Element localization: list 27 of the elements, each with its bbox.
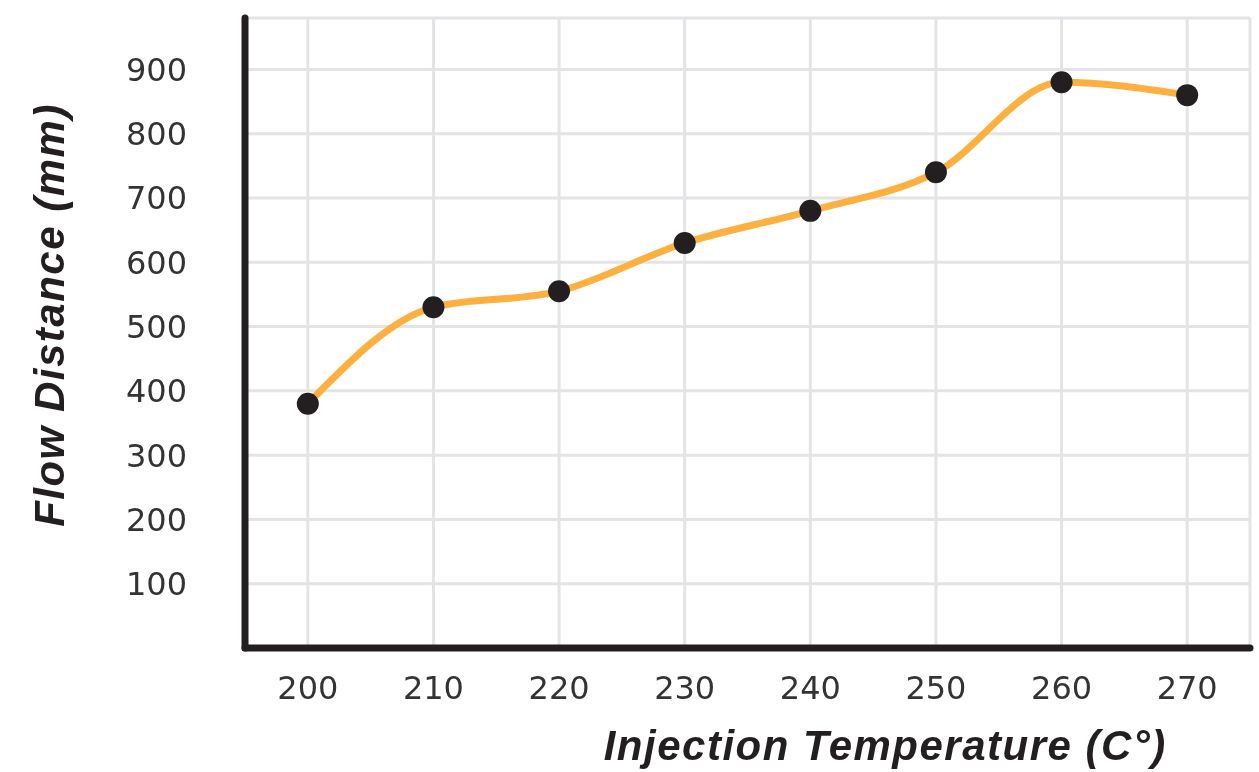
point [296, 392, 319, 415]
y-tick-label: 300 [125, 436, 187, 475]
y-tick-label: 900 [125, 50, 187, 89]
y-tick-label: 500 [125, 307, 187, 346]
y-tick-label: 200 [125, 500, 187, 539]
y-tick-label: 700 [125, 179, 187, 218]
point [422, 296, 445, 319]
point [799, 199, 822, 222]
y-tick-label: 600 [125, 243, 187, 282]
x-tick-label: 230 [654, 668, 716, 707]
x-tick-label: 270 [1156, 668, 1218, 707]
point [1050, 71, 1073, 94]
x-tick-label: 250 [905, 668, 967, 707]
x-axis-title: Injection Temperature (C°) [603, 722, 1167, 769]
point [1176, 84, 1199, 107]
y-axis-title: Flow Distance (mm) [26, 103, 73, 527]
point [548, 280, 571, 303]
y-tick-label: 800 [125, 115, 187, 154]
point [924, 161, 947, 184]
x-tick-label: 240 [779, 668, 841, 707]
y-tick-label: 400 [125, 372, 187, 411]
x-tick-label: 200 [277, 668, 339, 707]
x-tick-label: 220 [528, 668, 590, 707]
x-tick-label: 260 [1031, 668, 1093, 707]
y-tick-label: 100 [125, 565, 187, 604]
x-tick-label: 210 [402, 668, 464, 707]
point [673, 232, 696, 254]
